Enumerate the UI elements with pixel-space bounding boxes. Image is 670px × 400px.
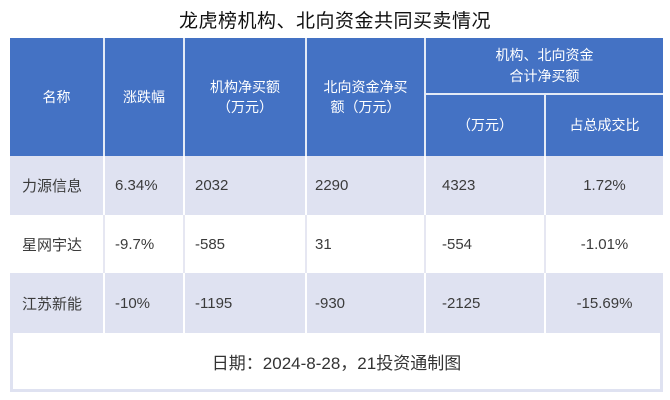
cell-northbound-net: -930 bbox=[307, 273, 426, 333]
header-change: 涨跌幅 bbox=[105, 38, 185, 156]
header-line: 北向资金净买 bbox=[323, 78, 408, 95]
header-line: 额（万元） bbox=[330, 99, 401, 115]
header-combined-unit: （万元） bbox=[426, 95, 546, 156]
cell-turnover-ratio: 1.72% bbox=[583, 177, 626, 194]
cell-institution-net: -585 bbox=[185, 215, 307, 273]
header-line: 机构净买额 bbox=[210, 78, 280, 95]
cell-institution-net: 2032 bbox=[185, 156, 307, 215]
header-northbound-net-buy: 北向资金净买 额（万元） bbox=[307, 38, 426, 156]
cell-turnover-ratio: -1.01% bbox=[580, 235, 629, 253]
table-row: 星网宇达 -9.7% -585 31 -554 -1.01% bbox=[10, 215, 663, 273]
table-footer-note: 日期：2024-8-28，21投资通制图 bbox=[10, 333, 663, 392]
cell-stock-name: 江苏新能 bbox=[10, 273, 105, 333]
header-institution-net-buy: 机构净买额 （万元） bbox=[185, 38, 307, 156]
cell-stock-name: 星网宇达 bbox=[10, 215, 105, 273]
cell-stock-name: 力源信息 bbox=[10, 156, 105, 215]
header-line: （万元） bbox=[217, 99, 273, 115]
table-row: 江苏新能 -10% -1195 -930 -2125 -15.69% bbox=[10, 273, 663, 333]
cell-combined-net: -2125 bbox=[426, 273, 546, 333]
header-turnover-ratio: 占总成交比 bbox=[569, 117, 640, 134]
data-table: 名称 涨跌幅 机构净买额 （万元） 北向资金净买 额（万元） 机构、北向资金 合… bbox=[10, 38, 663, 392]
cell-combined-net: -554 bbox=[426, 215, 546, 273]
cell-northbound-net: 2290 bbox=[307, 156, 426, 215]
cell-change-percent: -10% bbox=[105, 273, 185, 333]
cell-combined-net: 4323 bbox=[426, 156, 546, 215]
header-name: 名称 bbox=[10, 38, 105, 156]
header-line: 合计净买额 bbox=[509, 67, 580, 84]
cell-northbound-net: 31 bbox=[307, 215, 426, 273]
table-header: 名称 涨跌幅 机构净买额 （万元） 北向资金净买 额（万元） 机构、北向资金 合… bbox=[10, 38, 663, 156]
cell-change-percent: -9.7% bbox=[105, 215, 185, 273]
cell-institution-net: -1195 bbox=[185, 273, 307, 333]
header-combined-net-buy: 机构、北向资金 合计净买额 bbox=[426, 38, 663, 95]
cell-change-percent: 6.34% bbox=[105, 156, 185, 215]
header-line: 机构、北向资金 bbox=[495, 47, 594, 64]
cell-turnover-ratio: -15.69% bbox=[576, 294, 633, 312]
page-title: 龙虎榜机构、北向资金共同买卖情况 bbox=[178, 10, 491, 32]
table-row: 力源信息 6.34% 2032 2290 4323 1.72% bbox=[10, 156, 663, 215]
